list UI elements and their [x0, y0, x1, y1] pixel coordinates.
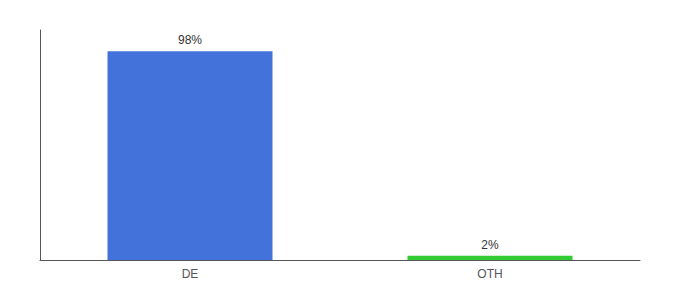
svg-text:2%: 2%	[481, 238, 499, 252]
svg-text:DE: DE	[182, 267, 199, 281]
svg-text:98%: 98%	[178, 33, 202, 47]
svg-text:OTH: OTH	[477, 267, 502, 281]
